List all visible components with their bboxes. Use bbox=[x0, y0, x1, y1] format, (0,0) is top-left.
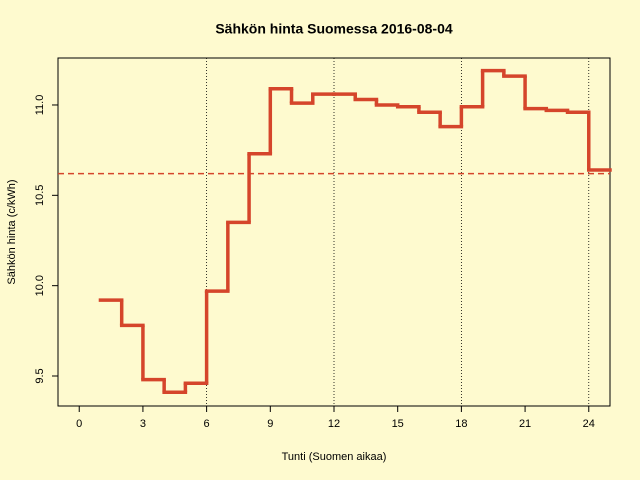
x-tick-label: 0 bbox=[76, 418, 82, 430]
x-tick-label: 15 bbox=[392, 418, 404, 430]
y-axis-label: Sähkön hinta (c/kWh) bbox=[6, 179, 18, 284]
y-tick-label: 11.0 bbox=[34, 95, 46, 116]
x-axis-label: Tunti (Suomen aikaa) bbox=[282, 451, 387, 463]
x-tick-label: 9 bbox=[267, 418, 273, 430]
x-tick-label: 6 bbox=[204, 418, 210, 430]
x-tick-label: 24 bbox=[583, 418, 595, 430]
x-tick-label: 18 bbox=[455, 418, 467, 430]
x-tick-label: 12 bbox=[328, 418, 340, 430]
y-tick-label: 9.5 bbox=[34, 368, 46, 383]
chart-title: Sähkön hinta Suomessa 2016-08-04 bbox=[215, 21, 453, 37]
x-tick-label: 3 bbox=[140, 418, 146, 430]
y-tick-label: 10.5 bbox=[34, 185, 46, 206]
y-tick-label: 10.0 bbox=[34, 275, 46, 296]
x-tick-label: 21 bbox=[519, 418, 531, 430]
